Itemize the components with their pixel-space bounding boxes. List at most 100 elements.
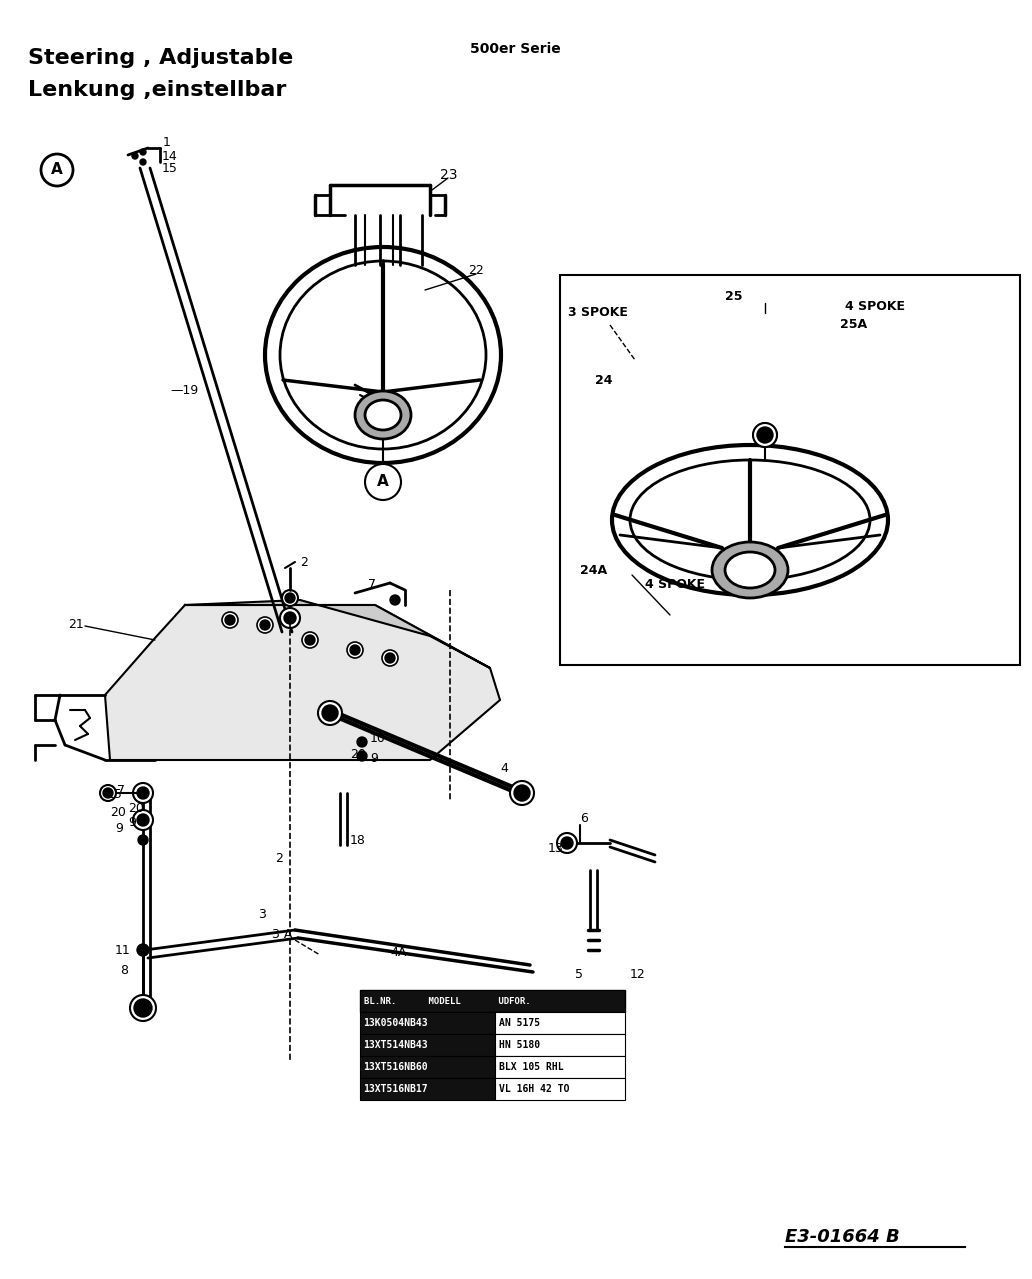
Text: 4A: 4A — [390, 945, 407, 958]
Circle shape — [140, 159, 146, 165]
Text: 25A: 25A — [840, 318, 867, 331]
Text: VL 16H 42 TO: VL 16H 42 TO — [499, 1085, 570, 1094]
Text: 20: 20 — [128, 802, 143, 815]
Text: 3: 3 — [258, 908, 266, 921]
Polygon shape — [105, 605, 499, 760]
Circle shape — [390, 595, 400, 605]
Text: 15: 15 — [162, 161, 178, 174]
Bar — [560, 275, 1020, 665]
Circle shape — [137, 787, 149, 799]
Circle shape — [282, 590, 298, 606]
Text: 21: 21 — [68, 618, 84, 631]
Text: —19: —19 — [170, 384, 198, 396]
Circle shape — [302, 632, 318, 648]
Circle shape — [514, 785, 530, 801]
Circle shape — [137, 813, 149, 826]
Circle shape — [753, 423, 777, 446]
Circle shape — [322, 705, 338, 721]
Ellipse shape — [280, 261, 486, 449]
Circle shape — [347, 642, 363, 657]
Text: 7: 7 — [368, 578, 376, 591]
Circle shape — [357, 737, 367, 747]
Text: 4: 4 — [499, 761, 508, 775]
Bar — [360, 1056, 495, 1078]
Bar — [360, 1078, 495, 1100]
Circle shape — [41, 153, 73, 185]
Text: 20: 20 — [350, 747, 366, 761]
Circle shape — [305, 634, 315, 645]
Text: 25: 25 — [725, 290, 742, 303]
Bar — [495, 1012, 625, 1033]
Text: 13XT514NB43: 13XT514NB43 — [363, 1040, 427, 1050]
Text: 8: 8 — [120, 963, 128, 976]
Circle shape — [138, 835, 148, 845]
Text: 1: 1 — [163, 137, 171, 150]
Circle shape — [357, 751, 367, 761]
Circle shape — [133, 783, 153, 803]
Bar — [495, 1033, 625, 1056]
Circle shape — [365, 464, 401, 500]
Circle shape — [350, 645, 360, 655]
Text: 7: 7 — [117, 784, 125, 797]
Circle shape — [260, 620, 270, 631]
Bar — [360, 990, 625, 1012]
Text: Steering , Adjustable: Steering , Adjustable — [28, 49, 293, 68]
Circle shape — [137, 944, 149, 955]
Circle shape — [561, 836, 573, 849]
Circle shape — [130, 995, 156, 1021]
Circle shape — [510, 781, 534, 804]
Ellipse shape — [612, 445, 888, 595]
Text: 3 A: 3 A — [272, 929, 292, 941]
Text: 4 SPOKE: 4 SPOKE — [845, 301, 905, 313]
Ellipse shape — [725, 553, 775, 588]
Text: A: A — [377, 475, 389, 490]
Text: BL.NR.      MODELL       UDFOR.: BL.NR. MODELL UDFOR. — [364, 996, 530, 1005]
Text: 15: 15 — [107, 788, 123, 802]
Circle shape — [134, 999, 152, 1017]
Circle shape — [132, 153, 138, 159]
Text: 24A: 24A — [580, 564, 607, 577]
Bar — [360, 1012, 495, 1033]
Text: 20: 20 — [110, 806, 126, 819]
Text: HN 5180: HN 5180 — [499, 1040, 540, 1050]
Text: 6: 6 — [580, 811, 588, 825]
Text: 13XT516NB17: 13XT516NB17 — [363, 1085, 427, 1094]
Bar — [495, 1078, 625, 1100]
Text: 9: 9 — [370, 752, 378, 765]
Circle shape — [225, 615, 235, 625]
Bar — [360, 1033, 495, 1056]
Text: 13XT516NB60: 13XT516NB60 — [363, 1062, 427, 1072]
Circle shape — [757, 427, 773, 443]
Circle shape — [140, 148, 146, 155]
Text: 9: 9 — [128, 816, 136, 829]
Circle shape — [753, 423, 777, 446]
Circle shape — [280, 608, 300, 628]
Ellipse shape — [630, 460, 870, 579]
Text: 24: 24 — [595, 373, 613, 386]
Text: 9: 9 — [115, 821, 123, 834]
Circle shape — [257, 616, 273, 633]
Text: 5: 5 — [575, 968, 583, 981]
Circle shape — [382, 650, 398, 666]
Text: E3-01664 B: E3-01664 B — [785, 1228, 900, 1246]
Text: 12: 12 — [630, 968, 646, 981]
Ellipse shape — [712, 542, 788, 599]
Circle shape — [318, 701, 342, 725]
Text: AN 5175: AN 5175 — [499, 1018, 540, 1028]
Circle shape — [285, 593, 295, 602]
Circle shape — [385, 654, 395, 663]
Text: A: A — [52, 162, 63, 178]
Circle shape — [284, 611, 296, 624]
Text: 13: 13 — [548, 842, 563, 854]
Ellipse shape — [355, 391, 411, 439]
Text: 500er Serie: 500er Serie — [470, 42, 560, 56]
Circle shape — [557, 833, 577, 853]
Text: 3 SPOKE: 3 SPOKE — [568, 307, 627, 320]
Text: 13K0504NB43: 13K0504NB43 — [363, 1018, 427, 1028]
Text: Lenkung ,einstellbar: Lenkung ,einstellbar — [28, 81, 286, 100]
Polygon shape — [185, 600, 490, 668]
Text: 2: 2 — [300, 555, 308, 568]
Text: 2: 2 — [275, 852, 283, 865]
Text: 23: 23 — [440, 168, 457, 182]
Circle shape — [222, 611, 238, 628]
